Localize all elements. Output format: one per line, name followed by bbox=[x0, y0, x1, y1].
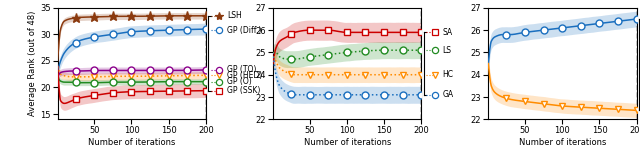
Text: LSH: LSH bbox=[227, 11, 242, 20]
Text: GP (HED): GP (HED) bbox=[227, 71, 262, 80]
X-axis label: Number of iterations: Number of iterations bbox=[88, 138, 175, 147]
Text: GP (SSK): GP (SSK) bbox=[227, 86, 260, 95]
Text: SA: SA bbox=[442, 28, 452, 37]
Text: GA: GA bbox=[442, 90, 453, 99]
X-axis label: Number of iterations: Number of iterations bbox=[303, 138, 391, 147]
Text: GP (Diff.): GP (Diff.) bbox=[227, 26, 261, 35]
Text: HC: HC bbox=[442, 70, 453, 79]
Y-axis label: Average Rank (out of 48): Average Rank (out of 48) bbox=[28, 11, 37, 116]
X-axis label: Number of iterations: Number of iterations bbox=[519, 138, 606, 147]
Text: LS: LS bbox=[442, 46, 451, 55]
Text: GP (O): GP (O) bbox=[227, 77, 252, 86]
Text: GP (TO): GP (TO) bbox=[227, 65, 256, 74]
